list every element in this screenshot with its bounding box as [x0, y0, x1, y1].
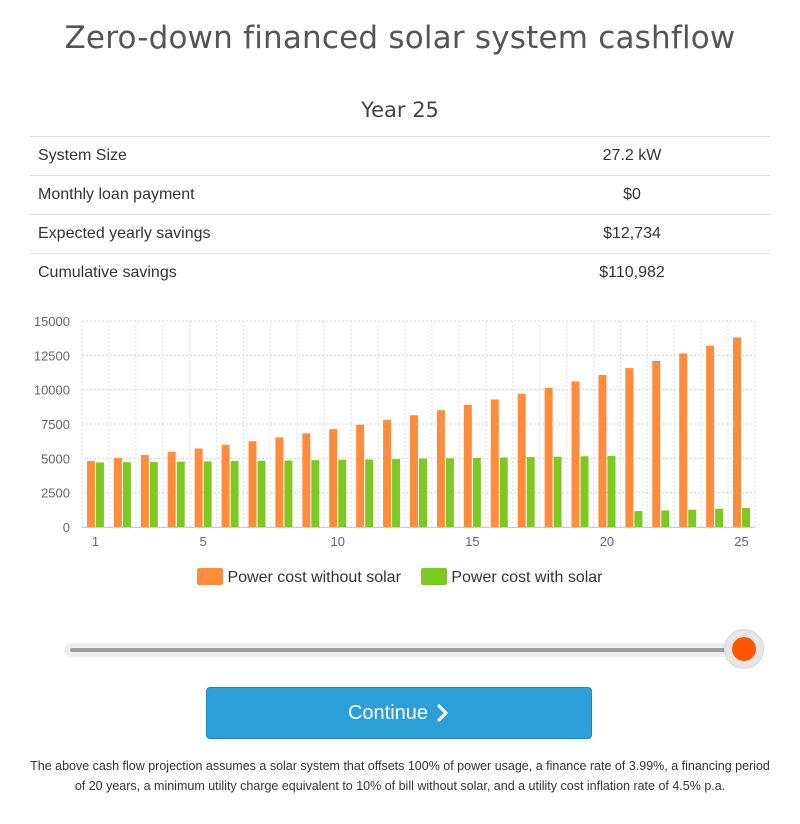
bar-without-solar [356, 424, 365, 527]
bar-without-solar [490, 399, 499, 527]
x-tick-label: 15 [465, 534, 479, 549]
legend-swatch-green [421, 568, 448, 585]
legend-item-without-solar[interactable]: Power cost without solar [197, 568, 401, 587]
bar-without-solar [248, 441, 257, 527]
bar-with-solar [715, 508, 724, 527]
bar-without-solar [383, 420, 392, 527]
table-row: Expected yearly savings $12,734 [30, 214, 770, 254]
x-tick-label: 5 [200, 534, 207, 549]
bar-without-solar [679, 353, 688, 527]
bar-with-solar [499, 457, 508, 527]
bar-with-solar [553, 456, 562, 527]
legend-label: Power cost without solar [227, 569, 401, 586]
bar-with-solar [472, 457, 481, 527]
row-label: System Size [38, 147, 127, 164]
bar-without-solar [113, 458, 122, 527]
bar-without-solar [302, 433, 311, 527]
bar-with-solar [688, 509, 697, 527]
x-tick-label: 20 [600, 534, 614, 549]
continue-button[interactable]: Continue [206, 687, 592, 739]
bar-with-solar [338, 459, 347, 527]
bar-without-solar [329, 429, 338, 527]
bar-without-solar [86, 461, 95, 527]
row-value: $12,734 [603, 225, 661, 242]
table-row: Monthly loan payment $0 [30, 175, 770, 215]
legend-item-with-solar[interactable]: Power cost with solar [421, 568, 603, 587]
slider-thumb-dot [732, 637, 756, 661]
continue-label: Continue [347, 701, 429, 724]
bar-without-solar [598, 374, 607, 527]
row-value: $0 [623, 186, 641, 203]
x-tick-label: 25 [734, 534, 748, 549]
bar-with-solar [661, 510, 670, 527]
chart-legend: Power cost without solar Power cost with… [0, 568, 800, 587]
y-tick-label: 7500 [41, 417, 70, 432]
table-row: System Size 27.2 kW [30, 136, 770, 176]
bar-without-solar [544, 387, 553, 527]
bar-without-solar [436, 410, 445, 527]
footnote: The above cash flow projection assumes a… [30, 759, 770, 793]
slider-thumb[interactable] [724, 629, 764, 669]
slider-track[interactable] [70, 648, 746, 652]
row-label: Expected yearly savings [38, 225, 211, 242]
bar-without-solar [463, 404, 472, 527]
bar-with-solar [742, 508, 751, 527]
bar-with-solar [203, 461, 212, 527]
bar-with-solar [392, 459, 401, 527]
bar-without-solar [194, 448, 203, 527]
bar-with-solar [176, 461, 185, 527]
bar-without-solar [706, 345, 715, 527]
bar-with-solar [634, 511, 643, 527]
row-value: 27.2 kW [602, 147, 662, 164]
year-label: Year 25 [361, 98, 439, 122]
bar-with-solar [365, 459, 374, 527]
year-slider[interactable] [64, 629, 764, 669]
bar-with-solar [230, 461, 239, 527]
summary-table: System Size 27.2 kW Monthly loan payment… [30, 136, 770, 293]
bar-with-solar [95, 462, 104, 527]
bar-without-solar [140, 455, 149, 527]
bar-without-solar [625, 368, 634, 527]
y-tick-label: 10000 [34, 383, 70, 398]
x-tick-label: 10 [331, 534, 345, 549]
row-label: Cumulative savings [38, 264, 177, 282]
bar-with-solar [122, 462, 131, 527]
y-tick-label: 12500 [34, 348, 70, 363]
table-row: Cumulative savings $110,982 [30, 253, 770, 293]
bar-without-solar [275, 437, 284, 527]
bar-with-solar [257, 460, 266, 527]
row-value: $110,982 [599, 264, 665, 282]
x-tick-label: 1 [92, 534, 99, 549]
bar-without-solar [167, 451, 176, 527]
bar-with-solar [311, 460, 320, 527]
bar-without-solar [652, 360, 661, 527]
y-tick-label: 0 [63, 520, 70, 535]
legend-label: Power cost with solar [451, 569, 603, 586]
bar-without-solar [733, 337, 742, 527]
bar-with-solar [284, 460, 293, 527]
y-tick-label: 5000 [41, 451, 70, 466]
y-tick-label: 2500 [41, 486, 70, 501]
bar-without-solar [410, 415, 418, 527]
bar-without-solar [517, 393, 526, 527]
chevron-right-icon [437, 704, 448, 722]
page-title: Zero-down financed solar system cashflow [64, 20, 736, 56]
bar-without-solar [571, 381, 580, 527]
y-tick-label: 15000 [34, 314, 70, 329]
bar-with-solar [526, 457, 535, 527]
legend-swatch-orange [197, 568, 224, 585]
bar-with-solar [149, 461, 158, 527]
bar-with-solar [419, 458, 427, 527]
bar-with-solar [445, 458, 454, 527]
bar-without-solar [221, 444, 230, 527]
bar-with-solar [580, 456, 589, 527]
row-label: Monthly loan payment [38, 186, 195, 203]
bar-with-solar [607, 455, 616, 527]
